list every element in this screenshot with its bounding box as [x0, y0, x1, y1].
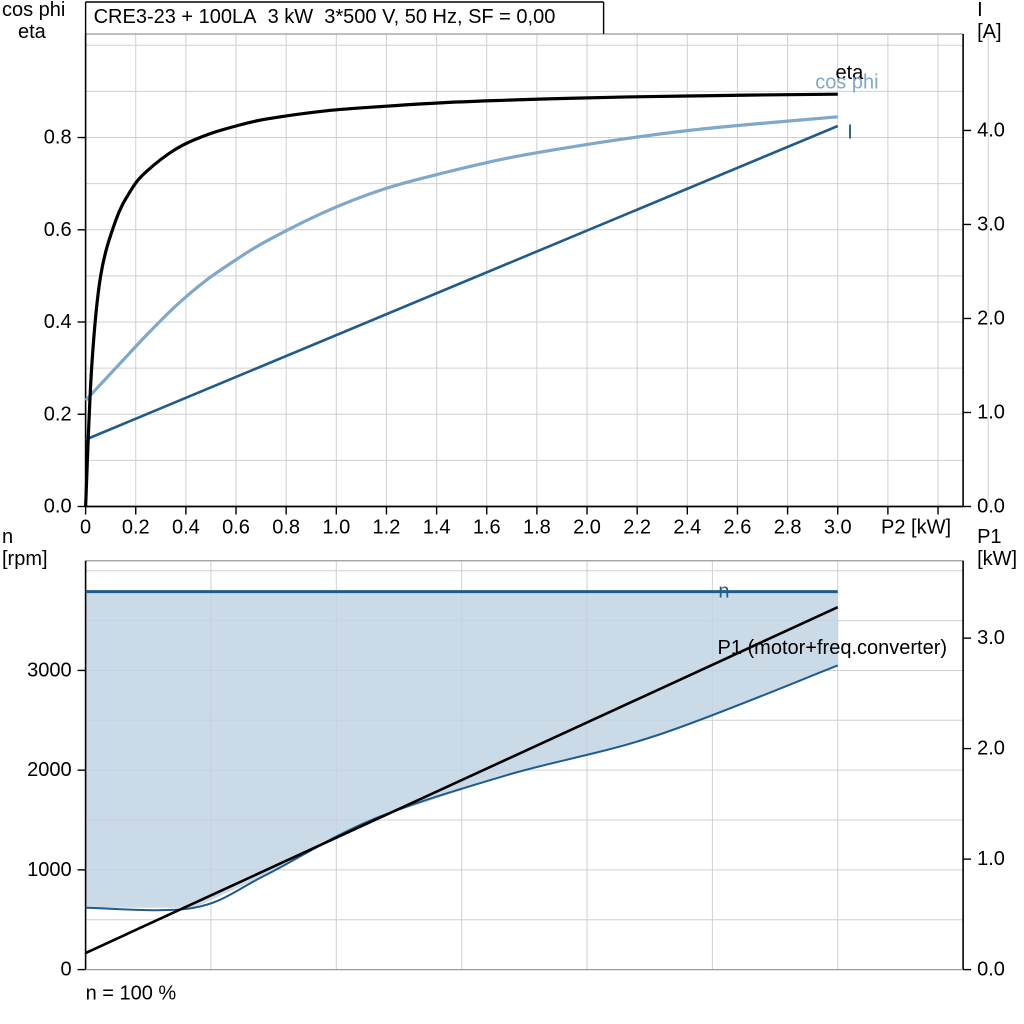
svg-text:2.4: 2.4 — [673, 517, 701, 539]
svg-text:3.0: 3.0 — [977, 213, 1005, 235]
svg-text:[A]: [A] — [977, 21, 1001, 43]
svg-text:3.0: 3.0 — [977, 627, 1005, 649]
svg-text:P1 (motor+freq.converter): P1 (motor+freq.converter) — [718, 637, 948, 659]
svg-text:0.8: 0.8 — [272, 517, 300, 539]
svg-text:2.2: 2.2 — [623, 517, 651, 539]
svg-text:2.6: 2.6 — [724, 517, 752, 539]
svg-text:3000: 3000 — [27, 659, 72, 681]
svg-text:1000: 1000 — [27, 859, 72, 881]
svg-text:0.6: 0.6 — [44, 219, 72, 241]
svg-text:0.4: 0.4 — [44, 311, 72, 333]
svg-text:[kW]: [kW] — [977, 548, 1017, 570]
svg-text:n = 100 %: n = 100 % — [86, 983, 177, 1005]
svg-text:0.8: 0.8 — [44, 127, 72, 149]
svg-text:P1: P1 — [977, 526, 1001, 548]
svg-text:0: 0 — [60, 959, 71, 981]
svg-text:1.4: 1.4 — [423, 517, 451, 539]
svg-text:CRE3-23 + 100LA 3 kW 3*500 V: CRE3-23 + 100LA 3 kW 3*500 V, 50 Hz, SF … — [94, 6, 556, 28]
svg-text:1.2: 1.2 — [373, 517, 401, 539]
svg-text:1.0: 1.0 — [977, 401, 1005, 423]
svg-text:2.0: 2.0 — [573, 517, 601, 539]
svg-text:4.0: 4.0 — [977, 119, 1005, 141]
svg-text:2000: 2000 — [27, 759, 72, 781]
svg-text:eta: eta — [18, 21, 47, 43]
svg-text:cos phi: cos phi — [2, 0, 65, 21]
svg-text:n: n — [718, 581, 729, 603]
svg-text:1.0: 1.0 — [322, 517, 350, 539]
svg-text:0: 0 — [80, 517, 91, 539]
svg-text:1.8: 1.8 — [523, 517, 551, 539]
svg-text:0.0: 0.0 — [977, 959, 1005, 981]
svg-text:0.0: 0.0 — [44, 496, 72, 518]
svg-text:0.6: 0.6 — [222, 517, 250, 539]
svg-text:2.0: 2.0 — [977, 307, 1005, 329]
svg-text:2.8: 2.8 — [774, 517, 802, 539]
svg-text:I: I — [847, 122, 853, 144]
svg-text:0.0: 0.0 — [977, 496, 1005, 518]
svg-text:0.4: 0.4 — [172, 517, 200, 539]
svg-text:3.0: 3.0 — [824, 517, 852, 539]
svg-text:I: I — [977, 0, 983, 21]
svg-text:P2 [kW]: P2 [kW] — [881, 517, 951, 539]
svg-text:[rpm]: [rpm] — [2, 548, 48, 570]
svg-text:2.0: 2.0 — [977, 738, 1005, 760]
svg-text:0.2: 0.2 — [122, 517, 150, 539]
svg-text:1.6: 1.6 — [473, 517, 501, 539]
svg-text:1.0: 1.0 — [977, 848, 1005, 870]
svg-text:cos phi: cos phi — [815, 72, 878, 94]
svg-text:0.2: 0.2 — [44, 403, 72, 425]
svg-text:n: n — [2, 526, 13, 548]
